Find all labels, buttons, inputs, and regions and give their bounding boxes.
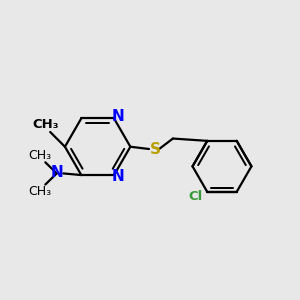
Text: N: N bbox=[50, 165, 63, 180]
Text: N: N bbox=[112, 169, 124, 184]
Text: Cl: Cl bbox=[189, 190, 203, 203]
Text: S: S bbox=[149, 142, 161, 158]
Text: CH₃: CH₃ bbox=[32, 118, 58, 131]
Text: N: N bbox=[112, 109, 124, 124]
Text: CH₃: CH₃ bbox=[28, 185, 52, 198]
Text: CH₃: CH₃ bbox=[28, 149, 52, 162]
